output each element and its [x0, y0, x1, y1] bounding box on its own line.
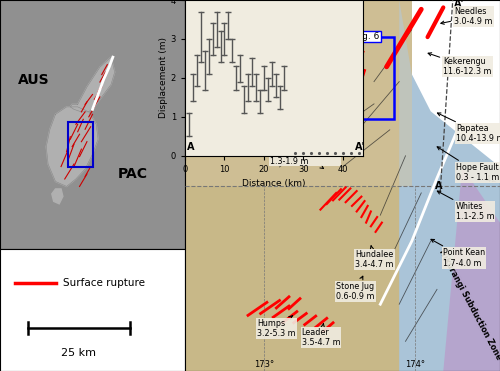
Text: Fig. 6: Fig. 6	[355, 32, 380, 41]
Polygon shape	[46, 107, 98, 186]
Text: 25 km: 25 km	[61, 348, 96, 358]
Text: Papatea
10.4-13.9 m: Papatea 10.4-13.9 m	[438, 113, 500, 143]
Polygon shape	[185, 0, 412, 186]
Text: Conway-Charwell
1.3-1.9 m: Conway-Charwell 1.3-1.9 m	[270, 146, 340, 168]
Text: Jordan Thrust
6.2 - 8.9 m: Jordan Thrust 6.2 - 8.9 m	[286, 68, 343, 88]
Text: Upper Kowhai
1.4-3.1m: Upper Kowhai 1.4-3.1m	[280, 102, 339, 122]
Text: Hundalee
3.4-4.7 m: Hundalee 3.4-4.7 m	[355, 246, 394, 269]
Y-axis label: Displacement (m): Displacement (m)	[159, 37, 168, 118]
Text: A: A	[187, 142, 194, 152]
Text: Hope Fault
0.3 - 1.1 m: Hope Fault 0.3 - 1.1 m	[437, 147, 500, 182]
Text: Hikurangi Subduction Zone: Hikurangi Subduction Zone	[437, 247, 500, 361]
Text: Humps
3.2-5.3 m: Humps 3.2-5.3 m	[258, 316, 296, 338]
Bar	[68, 122, 92, 167]
Text: PAC: PAC	[118, 167, 148, 181]
Text: Kekerengu
11.6-12.3 m: Kekerengu 11.6-12.3 m	[428, 53, 492, 76]
Text: A': A'	[356, 142, 366, 152]
Text: A: A	[436, 181, 443, 191]
Polygon shape	[444, 167, 500, 371]
Polygon shape	[399, 0, 500, 371]
Text: Fidget
1.2-1.9 m: Fidget 1.2-1.9 m	[292, 35, 348, 58]
Text: Needles
3.0-4.9 m: Needles 3.0-4.9 m	[441, 7, 493, 26]
X-axis label: Distance (km): Distance (km)	[242, 180, 306, 188]
Text: 174°: 174°	[405, 360, 425, 369]
Text: Whites
1.1-2.5 m: Whites 1.1-2.5 m	[438, 191, 494, 221]
Polygon shape	[70, 57, 115, 112]
Text: -42: -42	[484, 175, 497, 184]
Text: Leader
3.5-4.7 m: Leader 3.5-4.7 m	[302, 324, 340, 347]
Polygon shape	[185, 0, 412, 371]
Text: Stone Jug
0.6-0.9 m: Stone Jug 0.6-0.9 m	[336, 276, 374, 301]
Text: A': A'	[454, 0, 464, 9]
Text: AUS: AUS	[18, 73, 49, 86]
Text: 173°: 173°	[254, 360, 274, 369]
Polygon shape	[52, 189, 63, 204]
Text: Point Kean
1.7-4.0 m: Point Kean 1.7-4.0 m	[431, 239, 486, 267]
Bar	[354, 37, 395, 119]
Text: Surface rupture: Surface rupture	[63, 278, 145, 288]
